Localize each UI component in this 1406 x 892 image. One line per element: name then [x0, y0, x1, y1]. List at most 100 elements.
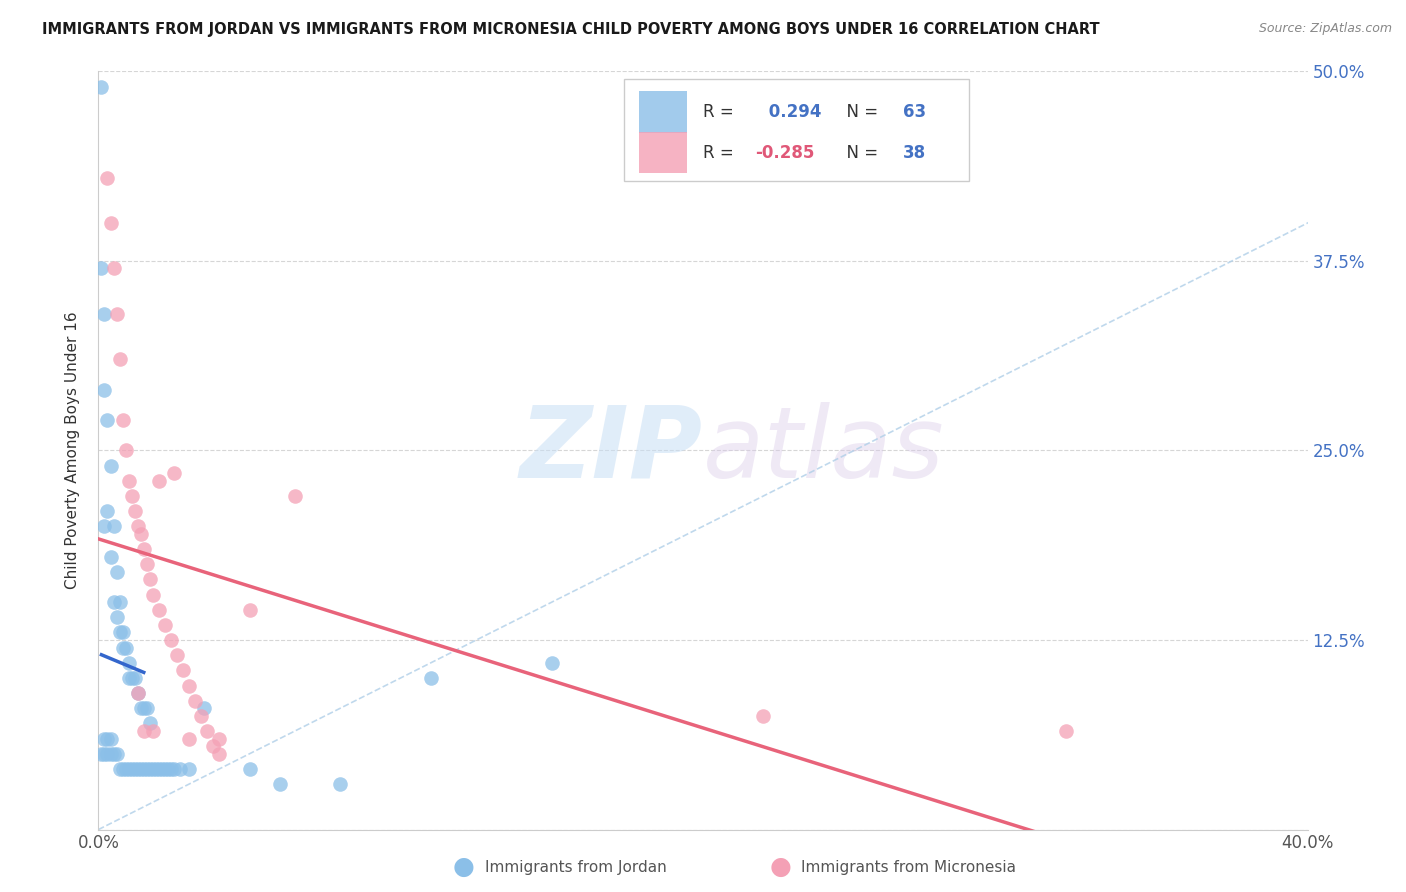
Point [108, 625, 131, 640]
Point [105, 565, 128, 579]
Point [208, 731, 231, 746]
Point [208, 747, 231, 761]
Point [148, 762, 170, 776]
Point [172, 664, 194, 678]
Point [100, 458, 122, 473]
Point [93, 383, 115, 397]
Point [93, 747, 115, 761]
Point [156, 762, 179, 776]
Point [190, 708, 212, 723]
Point [160, 762, 183, 776]
Point [93, 307, 115, 321]
Point [179, 762, 201, 776]
FancyBboxPatch shape [624, 79, 969, 181]
Point [108, 595, 131, 609]
Text: ZIP: ZIP [520, 402, 703, 499]
Point [163, 467, 186, 481]
Point [96, 170, 118, 185]
Point [96, 747, 118, 761]
Point [329, 777, 352, 791]
Point [100, 747, 122, 761]
Point [239, 762, 262, 776]
Point [135, 701, 157, 715]
Point [179, 678, 201, 692]
Point [96, 504, 118, 518]
Point [108, 352, 131, 367]
Point [153, 617, 176, 632]
Point [96, 731, 118, 746]
Text: atlas: atlas [703, 402, 945, 499]
Point [127, 686, 149, 700]
Point [100, 731, 122, 746]
Point [142, 762, 165, 776]
Point [129, 762, 152, 776]
Point [118, 671, 141, 685]
Point [163, 762, 186, 776]
Point [105, 307, 128, 321]
Point [114, 762, 136, 776]
Point [195, 724, 218, 739]
Point [105, 747, 128, 761]
Point [118, 656, 141, 670]
Point [127, 519, 149, 533]
Text: R =: R = [703, 103, 740, 120]
Text: Source: ZipAtlas.com: Source: ZipAtlas.com [1258, 22, 1392, 36]
Point [108, 762, 131, 776]
Point [1054, 724, 1077, 739]
Text: Immigrants from Micronesia: Immigrants from Micronesia [801, 860, 1017, 874]
Point [135, 762, 157, 776]
Text: N =: N = [837, 103, 883, 120]
Point [540, 656, 562, 670]
Text: ●: ● [769, 855, 792, 879]
Text: ●: ● [453, 855, 475, 879]
Point [90, 79, 112, 94]
Point [132, 701, 155, 715]
Point [111, 625, 134, 640]
Point [118, 762, 141, 776]
Point [132, 542, 155, 557]
Point [139, 573, 162, 587]
Text: 63: 63 [903, 103, 925, 120]
Text: -0.285: -0.285 [755, 144, 814, 161]
Text: 0.294: 0.294 [763, 103, 823, 120]
Text: R =: R = [703, 144, 740, 161]
Point [114, 443, 136, 458]
Point [145, 762, 167, 776]
Point [100, 549, 122, 564]
Point [166, 648, 188, 662]
Point [103, 747, 125, 761]
Point [169, 762, 191, 776]
Point [148, 474, 170, 488]
Point [179, 731, 201, 746]
Point [129, 526, 152, 541]
Point [96, 413, 118, 427]
Point [284, 489, 307, 503]
Point [269, 777, 291, 791]
Point [93, 731, 115, 746]
Point [160, 633, 183, 648]
Point [142, 588, 165, 602]
Point [153, 762, 176, 776]
Point [124, 671, 146, 685]
Point [184, 694, 207, 708]
Point [202, 739, 225, 753]
Point [114, 640, 136, 655]
Y-axis label: Child Poverty Among Boys Under 16: Child Poverty Among Boys Under 16 [65, 311, 80, 590]
Point [420, 671, 443, 685]
Text: IMMIGRANTS FROM JORDAN VS IMMIGRANTS FROM MICRONESIA CHILD POVERTY AMONG BOYS UN: IMMIGRANTS FROM JORDAN VS IMMIGRANTS FRO… [42, 22, 1099, 37]
Point [127, 762, 149, 776]
Point [142, 724, 165, 739]
Point [103, 261, 125, 276]
Point [103, 595, 125, 609]
Point [139, 716, 162, 731]
FancyBboxPatch shape [638, 91, 688, 133]
Point [105, 610, 128, 624]
Point [111, 640, 134, 655]
Point [121, 671, 143, 685]
Point [90, 261, 112, 276]
Text: N =: N = [837, 144, 883, 161]
Point [124, 762, 146, 776]
Point [118, 474, 141, 488]
Point [139, 762, 162, 776]
Point [127, 686, 149, 700]
